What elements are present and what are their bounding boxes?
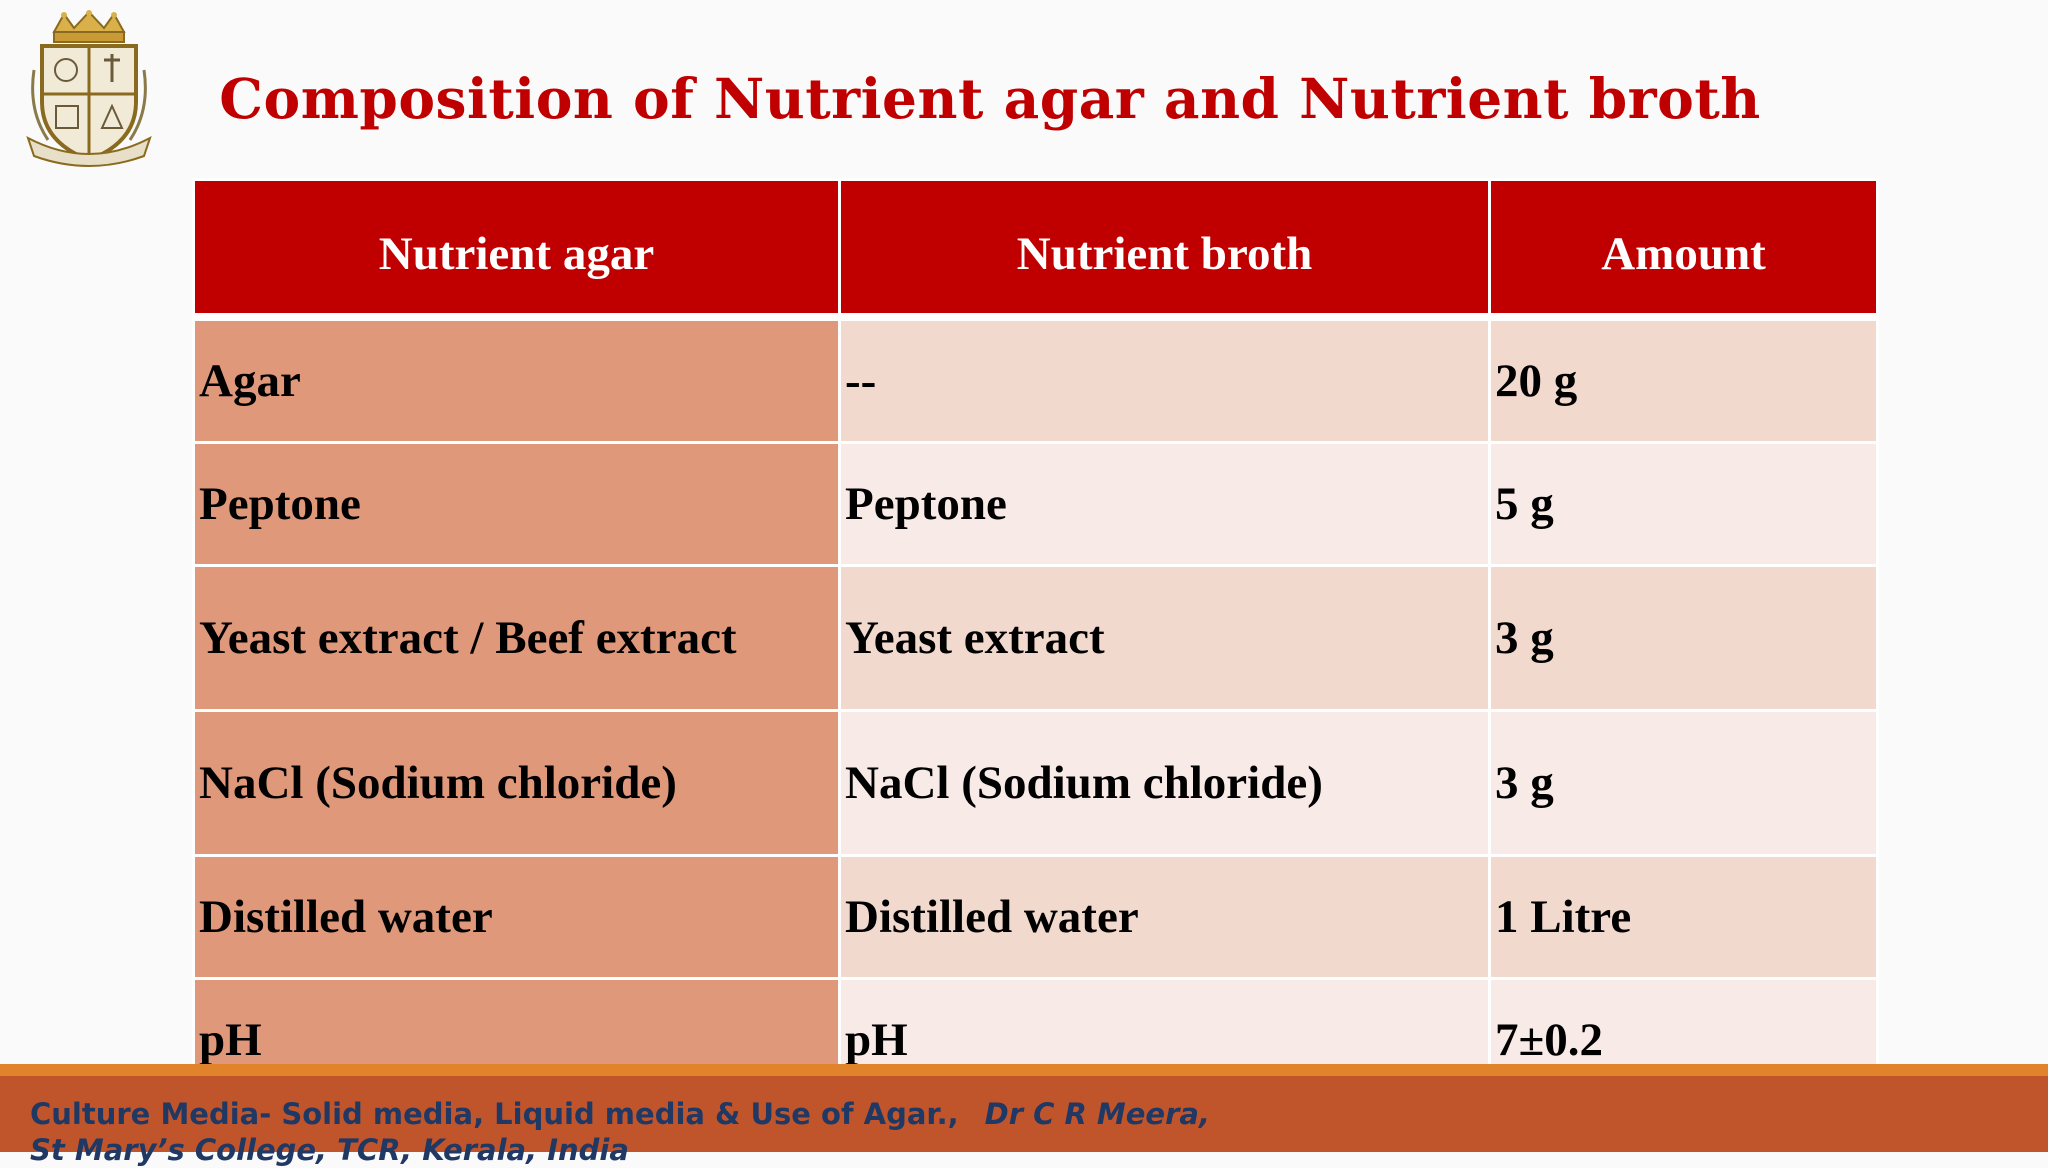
table-row: NaCl (Sodium chloride) NaCl (Sodium chlo… (192, 709, 1879, 857)
broth-cell: Peptone (838, 441, 1491, 567)
table-row: Yeast extract / Beef extract Yeast extra… (192, 564, 1879, 712)
footer-band (0, 1076, 2048, 1152)
amount-cell: 20 g (1488, 315, 1879, 444)
header-nutrient-broth: Nutrient broth (838, 178, 1491, 321)
footer-institution: St Mary’s College, TCR, Kerala, India (30, 1133, 629, 1167)
table-header-row: Nutrient agar Nutrient broth Amount (192, 178, 1879, 321)
agar-cell: Distilled water (192, 854, 841, 980)
amount-cell: 3 g (1488, 564, 1879, 712)
footer-caption: Culture Media- Solid media, Liquid media… (30, 1096, 1430, 1168)
table-row: Peptone Peptone 5 g (192, 441, 1879, 567)
amount-cell: 1 Litre (1488, 854, 1879, 980)
footer-divider (0, 1064, 2048, 1076)
agar-cell: Peptone (192, 441, 841, 567)
broth-cell: Yeast extract (838, 564, 1491, 712)
header-amount: Amount (1488, 178, 1879, 321)
composition-table: Nutrient agar Nutrient broth Amount Agar… (192, 178, 1879, 1103)
agar-cell: NaCl (Sodium chloride) (192, 709, 841, 857)
slide-title: Composition of Nutrient agar and Nutrien… (219, 66, 1761, 131)
footer-course: Culture Media- Solid media, Liquid media… (30, 1097, 959, 1131)
table-row: Agar -- 20 g (192, 315, 1879, 444)
table-row: Distilled water Distilled water 1 Litre (192, 854, 1879, 980)
header-nutrient-agar: Nutrient agar (192, 178, 841, 321)
agar-cell: Agar (192, 315, 841, 444)
footer-author: Dr C R Meera, (984, 1097, 1210, 1131)
broth-cell: Distilled water (838, 854, 1491, 980)
agar-cell: Yeast extract / Beef extract (192, 564, 841, 712)
amount-cell: 5 g (1488, 441, 1879, 567)
broth-cell: -- (838, 315, 1491, 444)
amount-cell: 3 g (1488, 709, 1879, 857)
broth-cell: NaCl (Sodium chloride) (838, 709, 1491, 857)
college-crest-icon (26, 10, 152, 167)
